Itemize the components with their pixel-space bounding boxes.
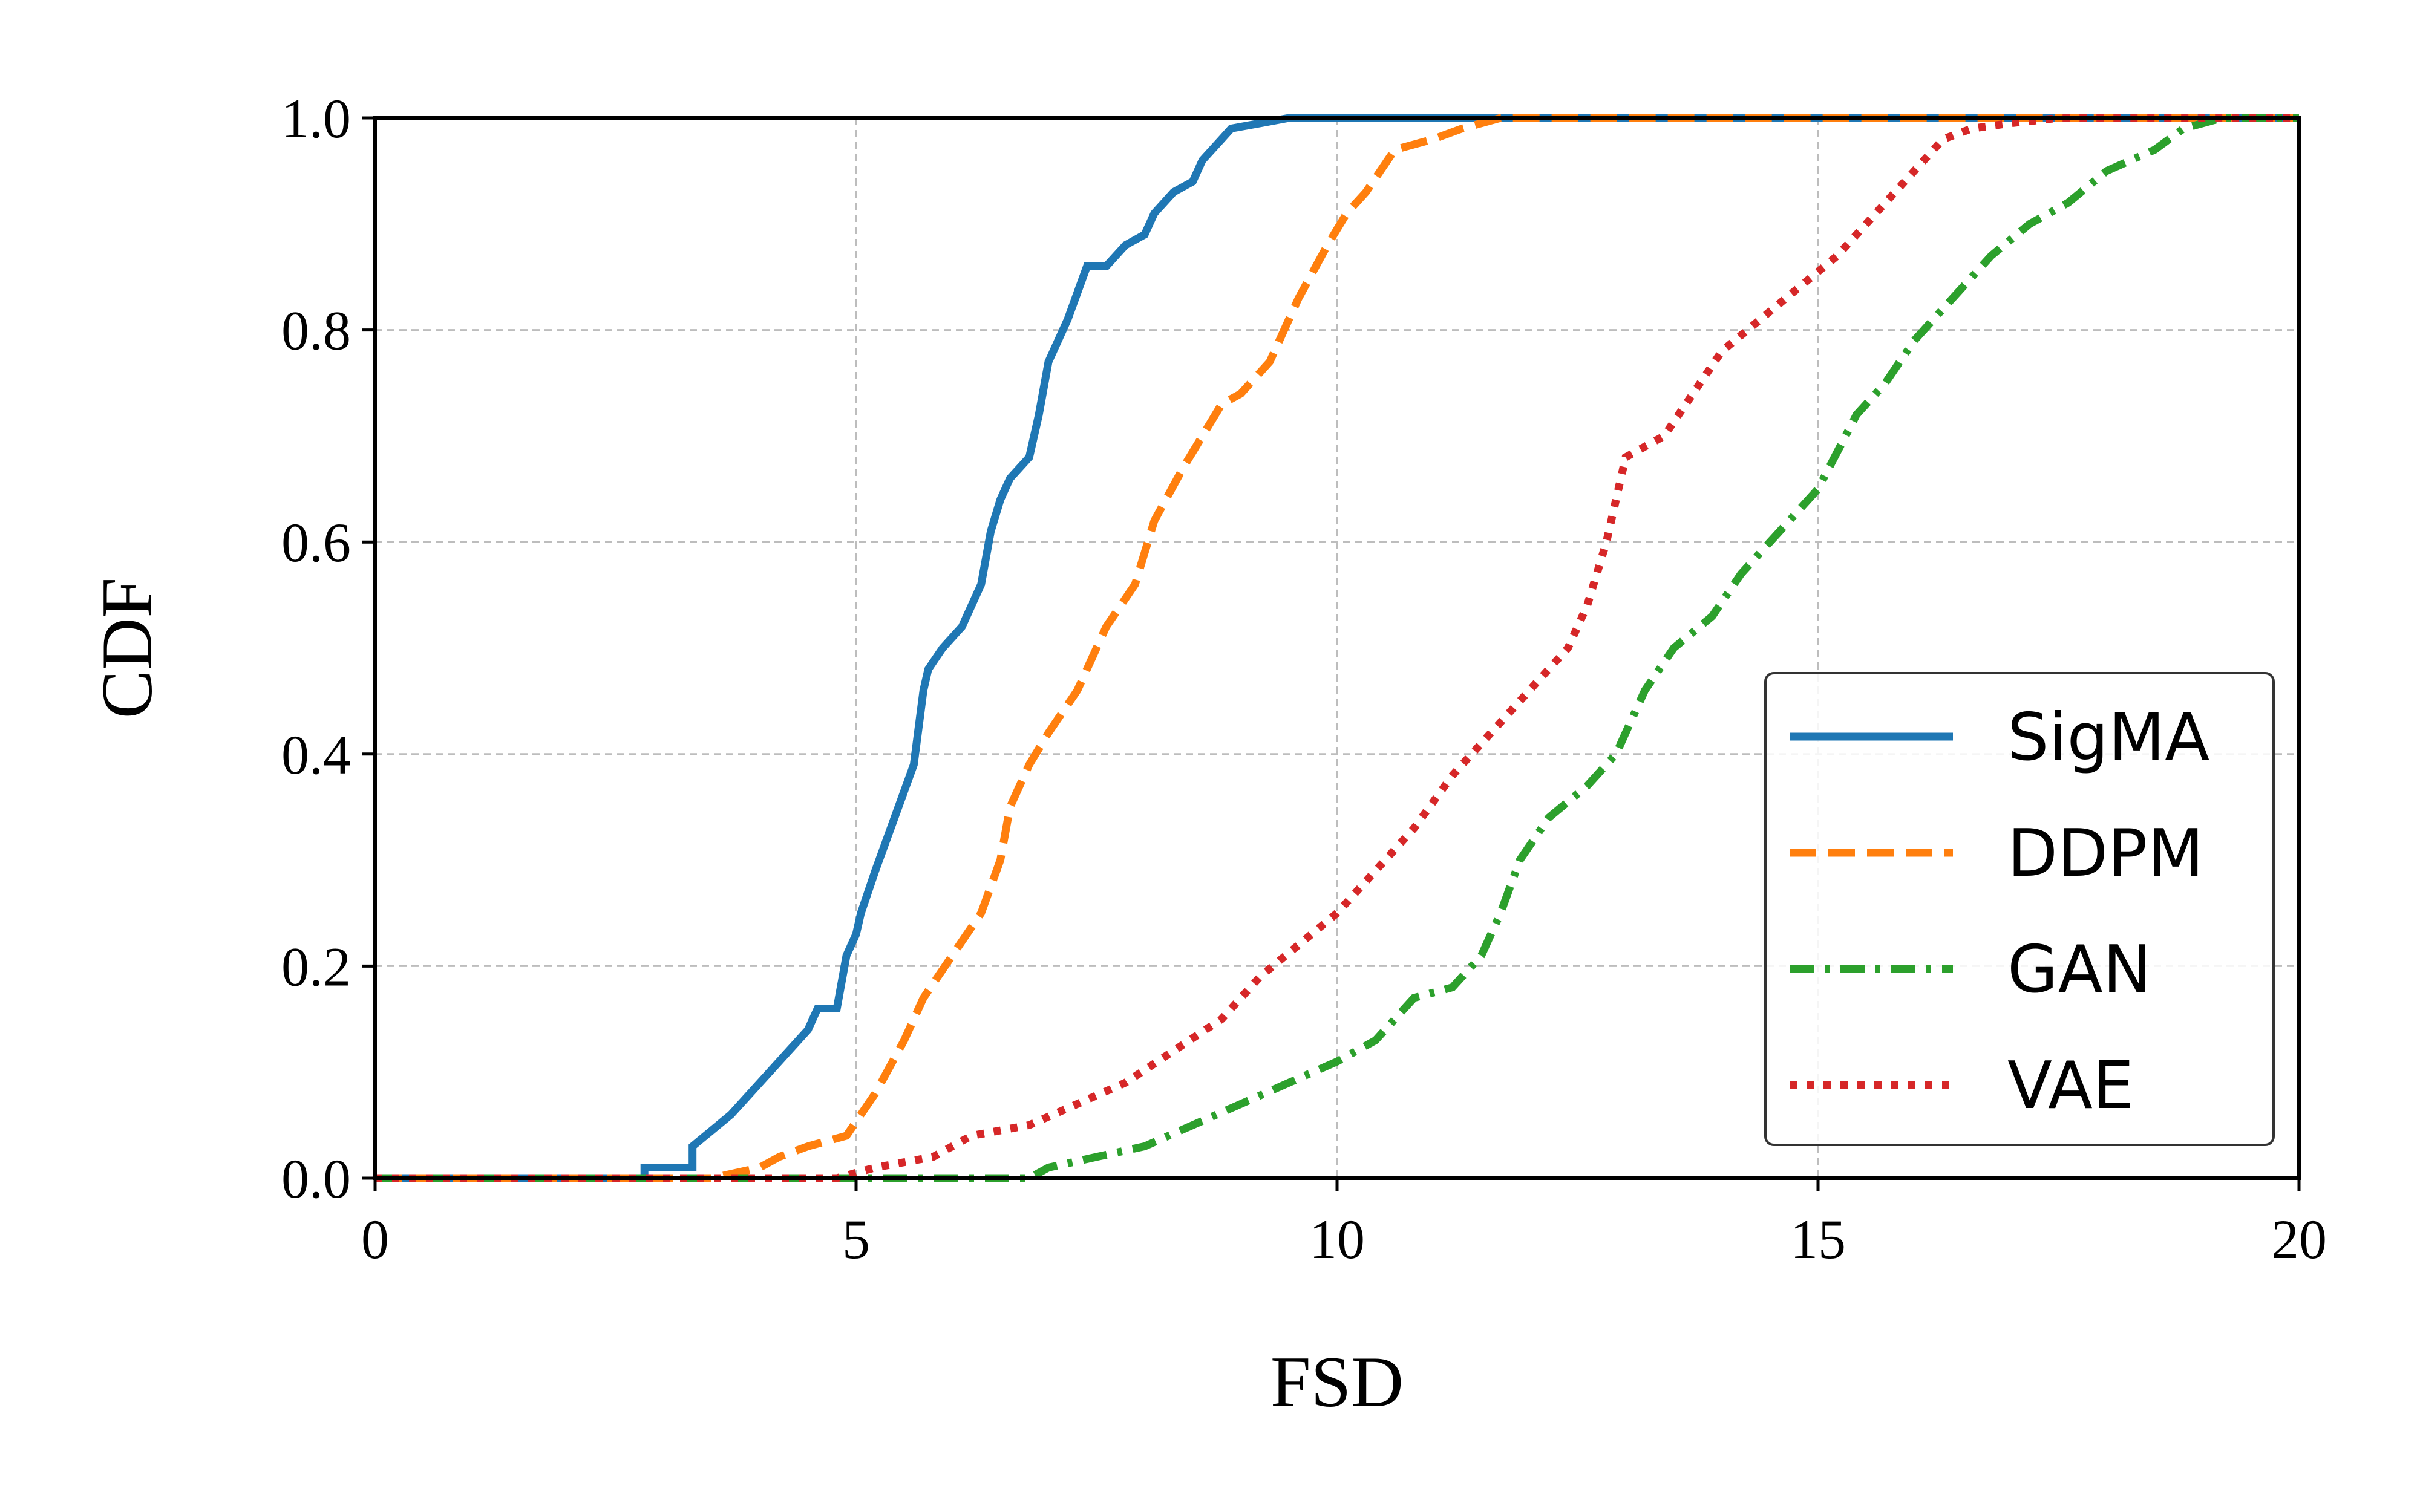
legend-box xyxy=(1764,672,2275,1146)
x-tick-label: 15 xyxy=(1790,1208,1846,1270)
series-line-sigma xyxy=(375,114,2299,1182)
y-tick-label: 0.0 xyxy=(281,1148,351,1210)
x-axis-title: FSD xyxy=(1270,1341,1404,1422)
axis-ticks: 0 5 10 15 20 0.0 0.2 0.4 0.6 0.8 1.0 xyxy=(281,88,2327,1270)
series-line-ddpm xyxy=(375,114,2299,1182)
x-tick-label: 20 xyxy=(2271,1208,2327,1270)
legend-label-vae: VAE xyxy=(2007,1048,2134,1124)
legend-label-ddpm: DDPM xyxy=(2007,816,2204,891)
x-tick-label: 10 xyxy=(1309,1208,1365,1270)
legend: SigMA DDPM GAN VAE xyxy=(1764,672,2275,1146)
y-tick-label: 0.6 xyxy=(281,512,351,573)
series-lines xyxy=(375,114,2299,1182)
x-tick-label: 0 xyxy=(361,1208,389,1270)
legend-label-gan: GAN xyxy=(2007,932,2151,1008)
series-line-gan xyxy=(375,114,2299,1182)
y-tick-label: 1.0 xyxy=(281,88,351,149)
y-tick-label: 0.2 xyxy=(281,936,351,997)
y-tick-label: 0.4 xyxy=(281,724,351,786)
legend-label-sigma: SigMA xyxy=(2007,700,2209,775)
x-tick-label: 5 xyxy=(842,1208,870,1270)
series-line-vae xyxy=(375,114,2299,1182)
y-tick-label: 0.8 xyxy=(281,300,351,362)
y-axis-title: CDF xyxy=(87,578,167,719)
